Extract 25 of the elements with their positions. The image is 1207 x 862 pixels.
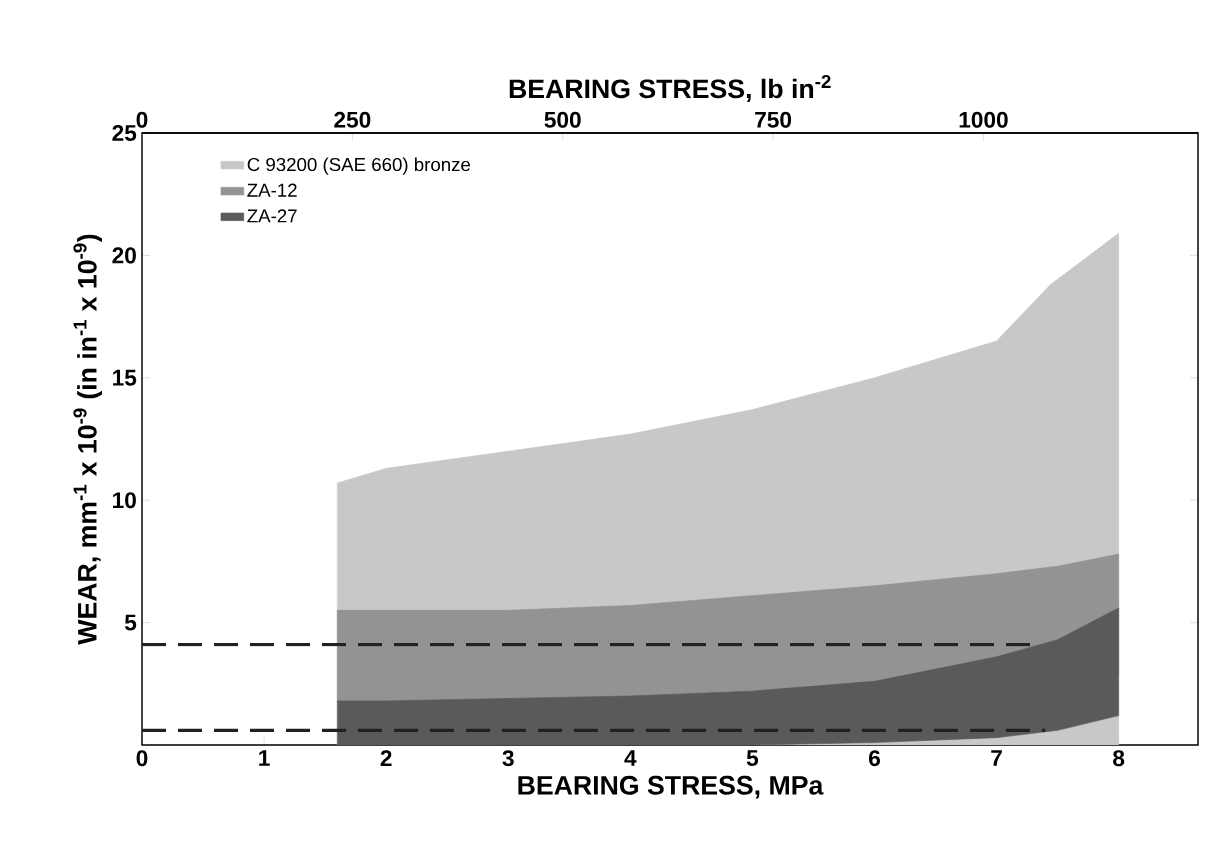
- x-tick-label: 1: [259, 750, 270, 766]
- x-tick-label: 0: [136, 750, 148, 767]
- x2-axis-title: BEARING STRESS, lb in$^{-2}$: [509, 74, 831, 103]
- legend-label: ZA-27: [247, 209, 297, 223]
- text: WEAR, mm$^{-1}$ x 10$^{-9}$ (in in$^{-1}$ x 10$^{-9}$): [73, 234, 102, 645]
- x2-tick-label: 1000: [959, 111, 1008, 128]
- legend-label: ZA-12: [247, 183, 297, 197]
- x-tick-label: 3: [502, 750, 514, 767]
- x2-tick-label: 0: [136, 111, 148, 128]
- x2-tick-label: 750: [755, 111, 792, 128]
- x-tick-label: 5: [746, 750, 759, 766]
- x-tick-label: 6: [869, 750, 880, 767]
- y-tick-label: 15: [113, 369, 137, 386]
- x-tick-label: 4: [624, 750, 637, 766]
- x-tick-label: 2: [380, 750, 392, 766]
- y-tick-label: 20: [112, 247, 136, 264]
- x-tick-label: 7: [991, 750, 1002, 766]
- y-tick-label: 10: [113, 492, 136, 509]
- y-tick-label: 5: [124, 614, 137, 631]
- x-axis-title: BEARING STRESS, MPa: [518, 775, 824, 799]
- x2-tick-label: 250: [334, 111, 371, 128]
- legend-label: C 93200 (SAE 660) bronze: [247, 157, 471, 175]
- x2-tick-label: 500: [544, 111, 581, 128]
- y-tick-label: 25: [112, 124, 137, 142]
- x-tick-label: 8: [1113, 750, 1125, 767]
